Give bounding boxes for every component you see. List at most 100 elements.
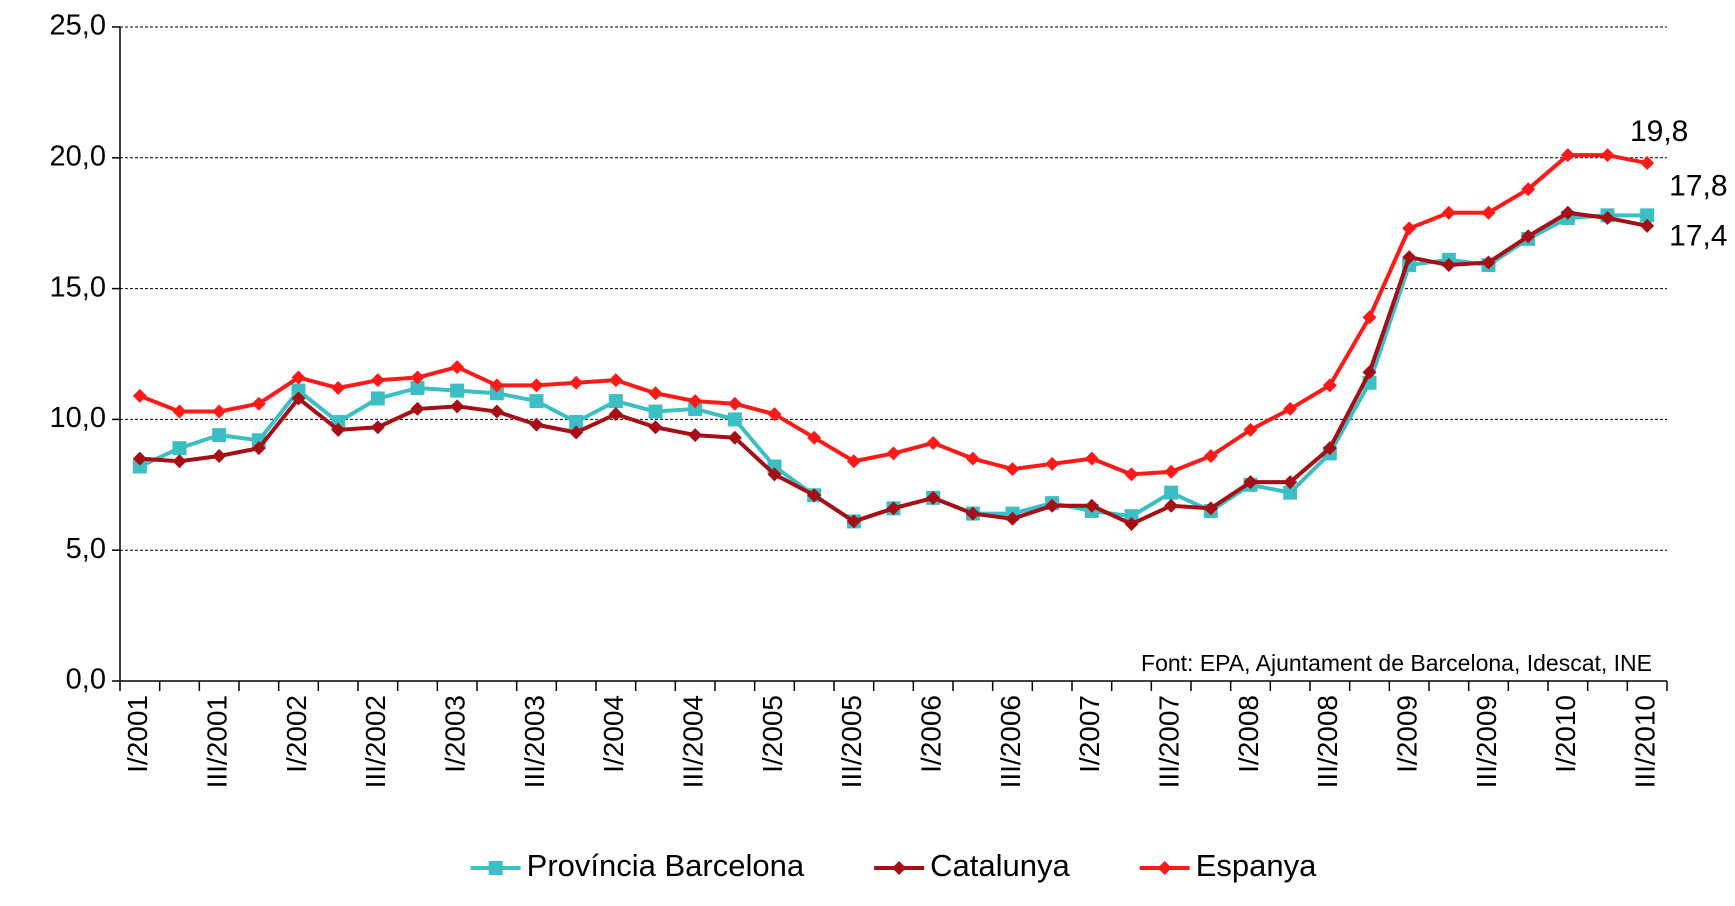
data-point: [489, 386, 504, 401]
x-tick-label: III/2010: [1630, 695, 1661, 788]
legend-item: Espanya: [1139, 848, 1317, 883]
data-point: [1402, 221, 1417, 236]
data-point: [1124, 517, 1139, 532]
data-point: [1441, 205, 1456, 220]
x-tick-label: I/2010: [1550, 695, 1581, 773]
data-point: [1481, 255, 1496, 270]
data-point: [727, 396, 742, 411]
y-tick-label: 10,0: [50, 402, 106, 434]
data-point: [608, 407, 623, 422]
data-point: [212, 404, 227, 419]
data-point: [1283, 485, 1298, 500]
data-point: [1283, 401, 1298, 416]
data-point: [608, 394, 623, 409]
y-tick-label: 15,0: [50, 271, 106, 303]
data-point: [648, 404, 663, 419]
data-point: [1441, 258, 1456, 273]
data-point: [529, 417, 544, 432]
data-label: 19,8: [1630, 115, 1688, 148]
y-tick-label: 20,0: [50, 140, 106, 172]
data-point: [767, 407, 782, 422]
y-tick-label: 25,0: [50, 10, 106, 42]
data-point: [410, 401, 425, 416]
x-tick-label: III/2001: [202, 695, 233, 788]
data-point: [1322, 378, 1337, 393]
data-point: [1243, 475, 1258, 490]
y-tick-label: 5,0: [66, 533, 106, 565]
data-point: [529, 378, 544, 393]
data-point: [291, 383, 306, 398]
data-point: [807, 430, 822, 445]
x-tick-label: III/2006: [995, 695, 1026, 788]
legend-label: Província Barcelona: [527, 848, 805, 883]
data-point: [926, 435, 941, 450]
x-tick-label: I/2009: [1392, 695, 1423, 773]
data-point: [569, 425, 584, 440]
data-point: [251, 396, 266, 411]
data-point: [648, 420, 663, 435]
x-tick-label: III/2002: [360, 695, 391, 788]
x-tick-label: I/2002: [281, 695, 312, 773]
data-point: [846, 454, 861, 469]
data-point: [1640, 218, 1655, 233]
data-point: [569, 375, 584, 390]
data-point: [489, 378, 504, 393]
legend-item: Província Barcelona: [470, 848, 805, 883]
data-point: [450, 399, 465, 414]
data-point: [370, 391, 385, 406]
data-point: [450, 360, 465, 375]
data-point: [1164, 485, 1179, 500]
data-point: [688, 394, 703, 409]
legend-marker: [488, 861, 503, 875]
data-point: [1521, 229, 1536, 244]
data-point: [291, 370, 306, 385]
data-point: [1402, 250, 1417, 265]
data-point: [132, 388, 147, 403]
data-point: [291, 391, 306, 406]
data-point: [688, 401, 703, 416]
data-point: [886, 446, 901, 461]
data-point: [132, 451, 147, 466]
data-point: [569, 415, 584, 430]
x-tick-label: III/2003: [519, 695, 550, 788]
data-label: 17,8: [1669, 169, 1727, 202]
source-note: Font: EPA, Ajuntament de Barcelona, Ides…: [1141, 650, 1652, 676]
data-point: [727, 412, 742, 427]
y-tick-label: 0,0: [66, 664, 106, 696]
data-point: [172, 404, 187, 419]
x-tick-label: III/2007: [1154, 695, 1185, 788]
data-point: [1600, 148, 1615, 163]
data-point: [1521, 182, 1536, 197]
data-point: [1045, 498, 1060, 513]
x-tick-label: III/2004: [678, 695, 709, 788]
data-point: [727, 430, 742, 445]
x-tick-label: I/2001: [122, 695, 153, 773]
data-point: [1203, 449, 1218, 464]
data-point: [1560, 148, 1575, 163]
data-point: [1243, 422, 1258, 437]
data-point: [489, 404, 504, 419]
x-tick-label: III/2008: [1312, 695, 1343, 788]
data-point: [410, 381, 425, 396]
data-point: [251, 441, 266, 456]
series-line: [139, 210, 1648, 527]
data-point: [807, 488, 822, 503]
x-tick-label: I/2003: [440, 695, 471, 773]
data-point: [132, 459, 147, 474]
data-point: [1045, 456, 1060, 471]
legend-label: Espanya: [1196, 848, 1317, 883]
x-tick-label: I/2006: [916, 695, 947, 773]
data-point: [1084, 451, 1099, 466]
legend-item: Catalunya: [874, 848, 1070, 883]
data-point: [1005, 511, 1020, 526]
data-point: [1362, 365, 1377, 380]
data-point: [410, 370, 425, 385]
data-point: [1481, 205, 1496, 220]
data-point: [1640, 208, 1655, 223]
data-point: [1124, 467, 1139, 482]
data-point: [767, 467, 782, 482]
data-point: [1005, 462, 1020, 477]
x-tick-label: I/2007: [1074, 695, 1105, 773]
x-tick-label: I/2008: [1233, 695, 1264, 773]
